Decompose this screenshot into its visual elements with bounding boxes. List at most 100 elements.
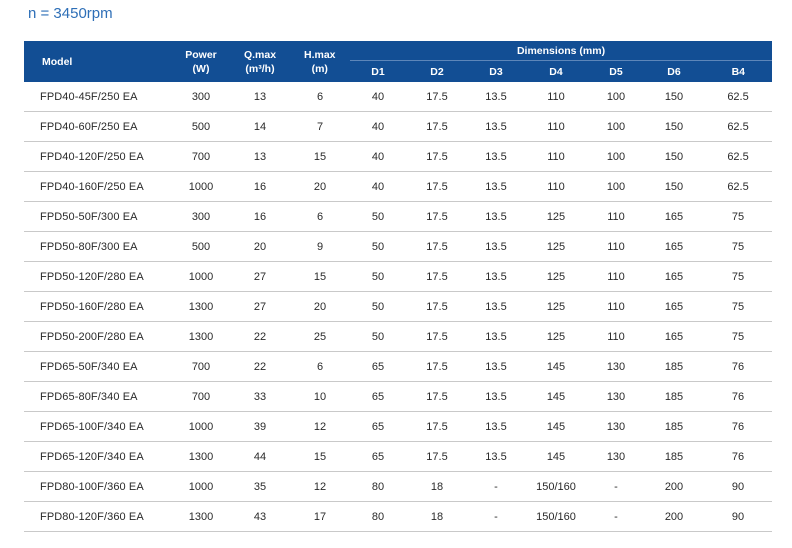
cell-d4: 150/160 bbox=[524, 471, 588, 502]
cell-d2: 17.5 bbox=[406, 381, 468, 412]
cell-qmax: 20 bbox=[230, 231, 290, 262]
cell-model: FPD65-100F/340 EA bbox=[24, 411, 172, 442]
header-model: Model bbox=[24, 41, 172, 82]
cell-d1: 65 bbox=[350, 411, 406, 442]
cell-d1: 80 bbox=[350, 501, 406, 532]
cell-d1: 40 bbox=[350, 171, 406, 202]
cell-d2: 17.5 bbox=[406, 291, 468, 322]
cell-d2: 17.5 bbox=[406, 111, 468, 142]
cell-d4: 110 bbox=[524, 82, 588, 112]
cell-qmax: 44 bbox=[230, 441, 290, 472]
cell-d5: - bbox=[588, 471, 644, 502]
cell-d3: 13.5 bbox=[468, 82, 524, 112]
cell-d6: 185 bbox=[644, 381, 704, 412]
cell-b4: 75 bbox=[704, 291, 773, 322]
cell-d1: 50 bbox=[350, 201, 406, 232]
cell-d3: 13.5 bbox=[468, 261, 524, 292]
cell-d4: 145 bbox=[524, 381, 588, 412]
cell-model: FPD65-50F/340 EA bbox=[24, 351, 172, 382]
cell-d6: 185 bbox=[644, 351, 704, 382]
cell-d4: 145 bbox=[524, 351, 588, 382]
cell-qmax: 16 bbox=[230, 171, 290, 202]
cell-d2: 18 bbox=[406, 471, 468, 502]
cell-model: FPD40-60F/250 EA bbox=[24, 111, 172, 142]
cell-model: FPD40-45F/250 EA bbox=[24, 82, 172, 112]
cell-d3: 13.5 bbox=[468, 171, 524, 202]
cell-power: 1000 bbox=[172, 411, 230, 442]
cell-qmax: 27 bbox=[230, 261, 290, 292]
header-hmax: H.max (m) bbox=[290, 41, 350, 82]
cell-d6: 185 bbox=[644, 411, 704, 442]
cell-d1: 65 bbox=[350, 441, 406, 472]
header-b4: B4 bbox=[703, 60, 773, 82]
cell-power: 300 bbox=[172, 82, 230, 112]
header-power-unit: (W) bbox=[192, 62, 210, 75]
cell-hmax: 9 bbox=[290, 231, 350, 262]
cell-d4: 125 bbox=[524, 291, 588, 322]
cell-hmax: 17 bbox=[290, 501, 350, 532]
cell-d2: 17.5 bbox=[406, 351, 468, 382]
cell-qmax: 13 bbox=[230, 82, 290, 112]
cell-d3: - bbox=[468, 501, 524, 532]
cell-d4: 110 bbox=[524, 111, 588, 142]
cell-d5: 100 bbox=[588, 111, 644, 142]
table-row: FPD40-60F/250 EA 500 14 7 40 17.5 13.5 110 100 15… bbox=[24, 111, 773, 142]
header-qmax: Q.max (m³/h) bbox=[230, 41, 290, 82]
header-power-label: Power bbox=[185, 48, 217, 61]
cell-d3: 13.5 bbox=[468, 411, 524, 442]
header-d3: D3 bbox=[467, 60, 524, 82]
cell-power: 300 bbox=[172, 201, 230, 232]
cell-hmax: 15 bbox=[290, 141, 350, 172]
table-row: FPD50-200F/280 EA 1300 22 25 50 17.5 13.5 125 11… bbox=[24, 321, 773, 352]
cell-power: 700 bbox=[172, 141, 230, 172]
header-d6: D6 bbox=[643, 60, 704, 82]
table-row: FPD40-120F/250 EA 700 13 15 40 17.5 13.5 110 100… bbox=[24, 141, 773, 172]
cell-power: 1000 bbox=[172, 171, 230, 202]
cell-qmax: 13 bbox=[230, 141, 290, 172]
cell-model: FPD40-160F/250 EA bbox=[24, 171, 172, 202]
cell-d4: 110 bbox=[524, 171, 588, 202]
cell-d2: 17.5 bbox=[406, 441, 468, 472]
table-row: FPD50-50F/300 EA 300 16 6 50 17.5 13.5 125 110 16… bbox=[24, 201, 773, 232]
cell-d6: 150 bbox=[644, 111, 704, 142]
cell-d5: 110 bbox=[588, 291, 644, 322]
cell-d6: 165 bbox=[644, 231, 704, 262]
cell-d1: 40 bbox=[350, 111, 406, 142]
cell-b4: 75 bbox=[704, 261, 773, 292]
cell-model: FPD50-80F/300 EA bbox=[24, 231, 172, 262]
cell-d1: 80 bbox=[350, 471, 406, 502]
cell-model: FPD50-50F/300 EA bbox=[24, 201, 172, 232]
cell-d4: 125 bbox=[524, 321, 588, 352]
cell-d6: 150 bbox=[644, 141, 704, 172]
rotation-speed-label: n = 3450rpm bbox=[28, 5, 113, 22]
cell-d6: 165 bbox=[644, 201, 704, 232]
cell-d1: 40 bbox=[350, 82, 406, 112]
cell-d3: - bbox=[468, 471, 524, 502]
header-d5: D5 bbox=[587, 60, 644, 82]
header-d4: D4 bbox=[523, 60, 588, 82]
cell-d5: 110 bbox=[588, 321, 644, 352]
cell-qmax: 16 bbox=[230, 201, 290, 232]
cell-power: 700 bbox=[172, 351, 230, 382]
table-row: FPD65-80F/340 EA 700 33 10 65 17.5 13.5 145 130 1… bbox=[24, 381, 773, 412]
table-row: FPD65-120F/340 EA 1300 44 15 65 17.5 13.5 145 13… bbox=[24, 441, 773, 472]
cell-model: FPD65-80F/340 EA bbox=[24, 381, 172, 412]
cell-model: FPD50-160F/280 EA bbox=[24, 291, 172, 322]
cell-b4: 62.5 bbox=[704, 111, 773, 142]
cell-hmax: 15 bbox=[290, 441, 350, 472]
cell-d5: - bbox=[588, 501, 644, 532]
cell-b4: 62.5 bbox=[704, 141, 773, 172]
cell-d6: 200 bbox=[644, 471, 704, 502]
cell-d5: 110 bbox=[588, 231, 644, 262]
cell-power: 1300 bbox=[172, 441, 230, 472]
cell-b4: 90 bbox=[704, 471, 773, 502]
cell-d1: 50 bbox=[350, 231, 406, 262]
cell-d3: 13.5 bbox=[468, 291, 524, 322]
cell-qmax: 22 bbox=[230, 351, 290, 382]
cell-d1: 65 bbox=[350, 381, 406, 412]
cell-d2: 17.5 bbox=[406, 261, 468, 292]
cell-model: FPD65-120F/340 EA bbox=[24, 441, 172, 472]
header-qmax-unit: (m³/h) bbox=[245, 62, 275, 75]
cell-b4: 76 bbox=[704, 381, 773, 412]
cell-qmax: 33 bbox=[230, 381, 290, 412]
